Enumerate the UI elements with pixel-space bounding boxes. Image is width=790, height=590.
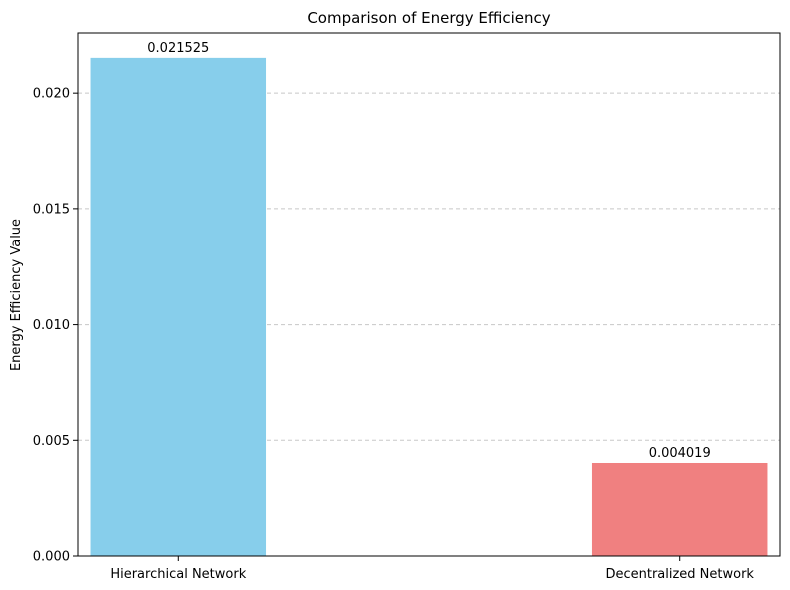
bar-decentralized-network (591, 462, 768, 556)
y-axis-ticks: 0.000 0.005 0.010 0.015 0.020 (33, 87, 78, 565)
y-axis-title: Energy Efficiency Value (9, 219, 24, 371)
bars (90, 57, 768, 557)
y-tick-label: 0.000 (33, 550, 70, 565)
gridlines (78, 92, 780, 441)
x-tick-label: Decentralized Network (605, 567, 754, 582)
data-label: 0.021525 (147, 41, 209, 56)
bar-hierarchical-network (90, 57, 267, 557)
data-labels: 0.021525 0.004019 (147, 41, 710, 461)
x-tick-label: Hierarchical Network (110, 567, 246, 582)
plot-frame (77, 32, 781, 557)
y-tick-label: 0.020 (33, 87, 70, 102)
y-tick-label: 0.010 (33, 318, 70, 333)
y-tick-label: 0.005 (33, 434, 70, 449)
data-label: 0.004019 (649, 446, 711, 461)
y-tick-label: 0.015 (33, 202, 70, 217)
chart-title: Comparison of Energy Efficiency (307, 9, 550, 27)
x-axis-ticks: Hierarchical Network Decentralized Networ… (110, 556, 754, 582)
